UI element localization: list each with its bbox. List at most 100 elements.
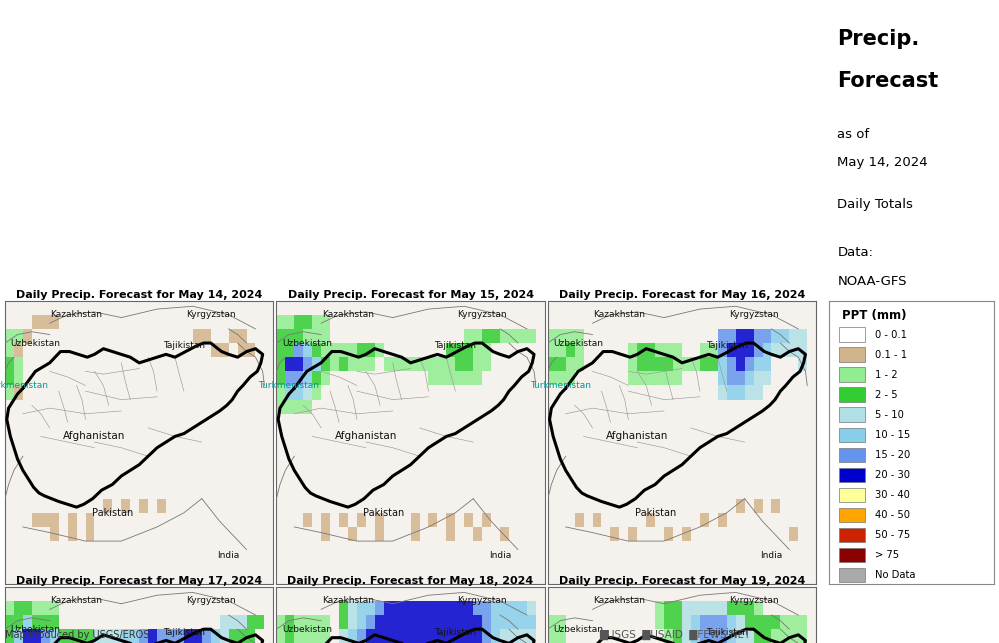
Bar (339, 601, 348, 615)
Bar (753, 629, 762, 643)
Bar (735, 357, 744, 371)
Text: Turkmenistan: Turkmenistan (259, 381, 320, 390)
Bar (14, 615, 23, 629)
Bar (295, 357, 304, 371)
Text: Uzbekistan: Uzbekistan (282, 625, 332, 633)
Bar (717, 601, 726, 615)
Text: No Data: No Data (875, 570, 916, 580)
Bar (456, 343, 465, 358)
Bar (500, 629, 509, 643)
Text: India: India (218, 551, 240, 559)
Bar (286, 399, 295, 414)
Bar (474, 629, 483, 643)
Text: May 14, 2024: May 14, 2024 (837, 156, 928, 169)
Bar (646, 343, 655, 358)
Text: 10 - 15: 10 - 15 (875, 430, 910, 440)
Bar (304, 399, 312, 414)
Bar (509, 629, 517, 643)
Bar (112, 629, 121, 643)
Text: █USGS  █USAID  █FEWS NET: █USGS █USAID █FEWS NET (599, 629, 751, 640)
Text: 50 - 75: 50 - 75 (875, 530, 910, 540)
Text: 15 - 20: 15 - 20 (875, 450, 910, 460)
Bar (526, 329, 535, 343)
Bar (839, 548, 865, 562)
Bar (393, 615, 402, 629)
Bar (357, 357, 366, 371)
Text: Daily Totals: Daily Totals (837, 198, 913, 212)
Bar (220, 629, 229, 643)
Bar (700, 357, 709, 371)
Text: Kyrgyzstan: Kyrgyzstan (458, 311, 506, 319)
Bar (700, 615, 709, 629)
Bar (839, 327, 865, 342)
Text: Uzbekistan: Uzbekistan (553, 625, 603, 633)
Bar (735, 629, 744, 643)
Bar (517, 601, 526, 615)
Bar (500, 329, 509, 343)
Bar (277, 615, 286, 629)
Bar (295, 399, 304, 414)
Text: 20 - 30: 20 - 30 (875, 470, 910, 480)
Bar (32, 513, 41, 527)
Bar (366, 615, 375, 629)
Bar (447, 371, 456, 385)
Bar (447, 615, 456, 629)
Bar (717, 371, 726, 385)
Bar (646, 513, 655, 527)
Bar (762, 329, 771, 343)
Bar (157, 629, 166, 643)
Bar (465, 629, 474, 643)
Bar (839, 347, 865, 362)
Bar (277, 357, 286, 371)
Bar (312, 329, 321, 343)
Bar (5, 329, 14, 343)
Bar (753, 343, 762, 358)
Text: Map Produced by USGS/EROS: Map Produced by USGS/EROS (5, 629, 150, 640)
Bar (744, 601, 753, 615)
Bar (637, 371, 646, 385)
Text: Kazakhstan: Kazakhstan (593, 311, 645, 319)
Text: Pakistan: Pakistan (634, 508, 675, 518)
Bar (789, 615, 798, 629)
Bar (509, 615, 517, 629)
Bar (277, 399, 286, 414)
Bar (465, 329, 474, 343)
Text: Kyrgyzstan: Kyrgyzstan (728, 311, 778, 319)
Bar (735, 343, 744, 358)
Bar (23, 615, 32, 629)
Bar (348, 357, 357, 371)
Text: Uzbekistan: Uzbekistan (282, 339, 332, 347)
Bar (673, 629, 682, 643)
Bar (610, 527, 619, 541)
Bar (709, 343, 717, 358)
Bar (321, 343, 330, 358)
Bar (664, 601, 673, 615)
Bar (148, 629, 157, 643)
Text: 0 - 0.1: 0 - 0.1 (875, 330, 907, 340)
Bar (375, 601, 384, 615)
Bar (483, 629, 492, 643)
Bar (238, 329, 247, 343)
Text: 40 - 50: 40 - 50 (875, 510, 910, 520)
Bar (411, 629, 420, 643)
Bar (429, 615, 438, 629)
Bar (348, 343, 357, 358)
Bar (517, 329, 526, 343)
Bar (655, 357, 664, 371)
Bar (32, 615, 41, 629)
Bar (348, 615, 357, 629)
Bar (789, 629, 798, 643)
Text: Kazakhstan: Kazakhstan (322, 597, 374, 605)
Bar (104, 498, 112, 512)
Bar (753, 371, 762, 385)
Bar (717, 629, 726, 643)
Bar (429, 513, 438, 527)
Bar (655, 601, 664, 615)
Bar (592, 513, 601, 527)
Title: Daily Precip. Forecast for May 17, 2024: Daily Precip. Forecast for May 17, 2024 (16, 576, 263, 586)
Bar (420, 601, 429, 615)
Bar (41, 615, 50, 629)
Bar (744, 615, 753, 629)
Bar (556, 371, 565, 385)
Text: Data:: Data: (837, 246, 873, 260)
